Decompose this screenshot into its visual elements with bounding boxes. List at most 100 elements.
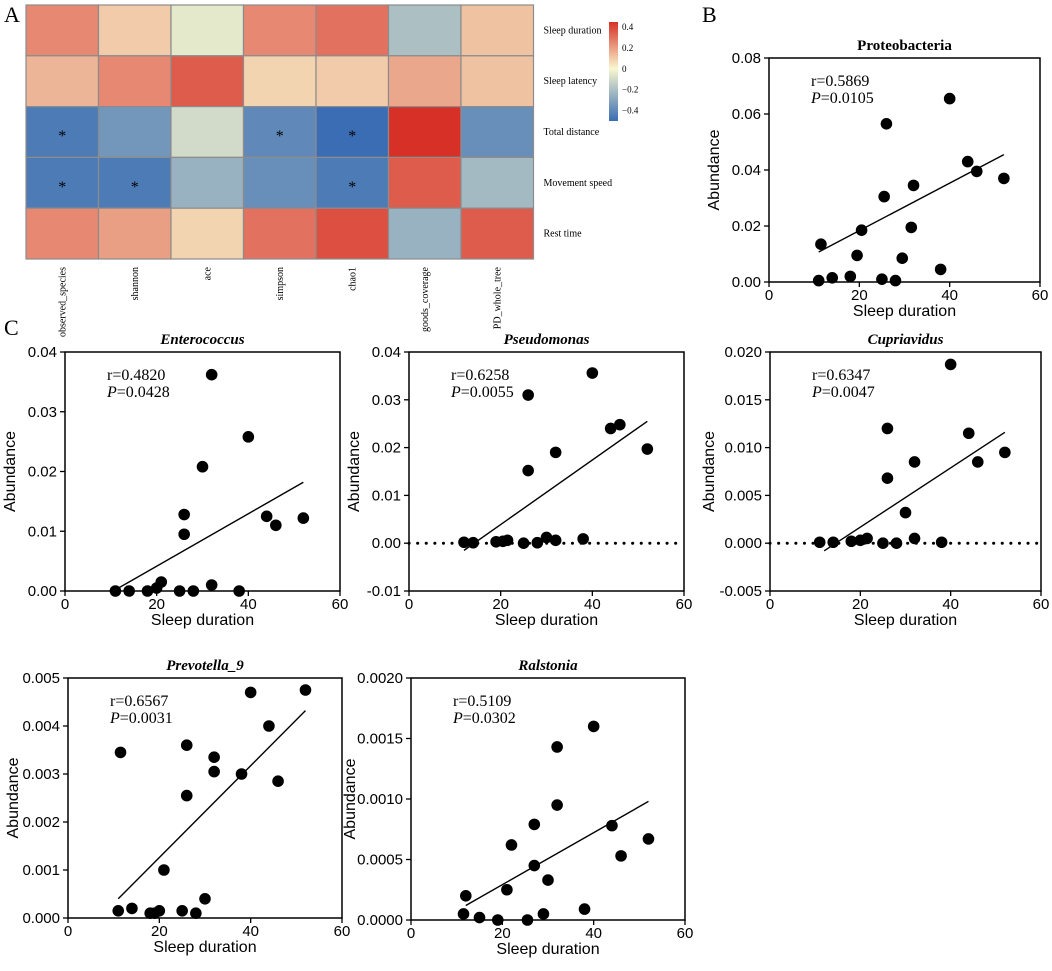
heatmap-cell (460, 207, 535, 260)
data-point (473, 911, 486, 924)
heatmap-row-label-sleep-duration: Sleep duration (544, 25, 602, 36)
panel-letter-c: C (4, 315, 19, 340)
data-point (531, 536, 544, 549)
data-point (522, 464, 534, 477)
data-point (178, 508, 190, 521)
heatmap-cell (315, 156, 390, 209)
y-axis-label: Abundance (342, 758, 359, 839)
x-axis-label: Sleep duration (496, 941, 599, 958)
y-tick-label: 0.02 (732, 218, 761, 235)
data-point (826, 272, 839, 284)
data-point (813, 536, 826, 549)
heatmap-cell (460, 55, 535, 108)
colorbar-tick-label: 0.2 (622, 43, 633, 53)
significance-marker: * (348, 128, 356, 145)
data-point (178, 528, 190, 541)
x-tick-label: 60 (334, 923, 351, 940)
heatmap-row-label-rest-time: Rest time (544, 229, 583, 240)
data-point (944, 358, 957, 371)
x-tick-label: 60 (1032, 287, 1049, 304)
data-point (457, 908, 470, 920)
data-point (615, 850, 627, 862)
correlation-r-value: r=0.6347 (812, 367, 870, 384)
data-point (540, 531, 553, 544)
data-point (880, 118, 893, 130)
heatmap-cell (315, 4, 390, 57)
y-tick-label: 0.0020 (357, 670, 403, 687)
data-point (537, 908, 550, 920)
x-tick-label: 60 (676, 596, 693, 613)
x-tick-label: 20 (148, 596, 165, 613)
x-tick-label: 60 (1033, 596, 1050, 613)
x-tick-label: 40 (240, 596, 257, 613)
heatmap-cell (25, 55, 100, 108)
colorbar (609, 22, 618, 121)
p-symbol: P (106, 384, 117, 401)
y-tick-label: 0.004 (22, 718, 60, 735)
y-tick-label: 0.0010 (357, 791, 403, 808)
heatmap-cell (97, 207, 172, 260)
data-point (899, 506, 912, 519)
significance-marker: * (58, 179, 66, 196)
heatmap-cell (170, 105, 245, 158)
p-number: =0.0047 (822, 384, 875, 401)
correlation-r-value: r=0.4820 (107, 367, 165, 384)
x-tick-label: 20 (494, 925, 511, 942)
data-point (299, 684, 312, 696)
data-point (244, 686, 257, 699)
correlation-p-value: P=0.0428 (106, 384, 170, 401)
data-point (528, 859, 541, 872)
plot-frame (769, 351, 1042, 592)
x-tick-label: 0 (64, 923, 72, 940)
data-point (528, 818, 541, 831)
y-tick-label: 0.00 (372, 535, 401, 552)
x-tick-label: 40 (941, 287, 958, 304)
heatmap-cell (25, 105, 100, 158)
y-tick-label: 0.02 (28, 464, 57, 481)
p-number: =0.0428 (117, 384, 170, 401)
y-tick-label: 0.02 (372, 440, 401, 457)
x-tick-label: 40 (584, 596, 601, 613)
data-point (896, 252, 909, 264)
y-tick-label: 0.0015 (357, 731, 403, 748)
p-number: =0.0302 (463, 710, 516, 727)
colorbar-tick-label: −0.2 (622, 85, 638, 95)
data-point (126, 902, 138, 915)
p-number: =0.0105 (821, 90, 874, 107)
x-tick-label: 20 (851, 287, 868, 304)
y-tick-label: 0.03 (28, 404, 57, 421)
data-point (577, 533, 589, 545)
y-axis-label: Abundance (346, 431, 363, 512)
significance-marker: * (348, 179, 356, 196)
data-point (501, 534, 514, 547)
correlation-r-value: r=0.6258 (451, 367, 509, 384)
heatmap-col-label-observed-species: observed_species (57, 267, 68, 337)
data-point (158, 864, 170, 876)
scatter-prevotella-9: 0 20 40 60 0.000 0.001 0.002 0.003 0.004 0.005 Sle… (5, 658, 350, 956)
p-symbol: P (810, 90, 821, 107)
data-point (641, 443, 654, 455)
correlation-p-value: P=0.0047 (811, 384, 875, 401)
scatter-cupriavidus: 0 20 40 60 -0.005 0.000 0.005 0.010 0.015 0.020 Sl… (701, 332, 1049, 629)
heatmap-col-label-chao1: chao1 (347, 267, 358, 291)
correlation-r-value: r=0.6567 (110, 693, 168, 710)
data-point (199, 893, 211, 905)
heatmap-row-label-total-distance: Total distance (544, 127, 600, 138)
data-point (155, 576, 168, 588)
data-point (141, 585, 154, 597)
data-point (604, 422, 617, 435)
data-point (907, 179, 920, 192)
data-point (551, 799, 563, 811)
y-tick-label: 0.01 (28, 523, 57, 540)
heatmap-cell (97, 105, 172, 158)
x-axis-label: Sleep duration (495, 612, 598, 629)
data-point (242, 431, 255, 443)
y-tick-label: 0.04 (28, 344, 57, 361)
chart-title: Cupriavidus (868, 332, 944, 348)
data-point (827, 536, 840, 549)
x-tick-label: 40 (585, 925, 602, 942)
y-tick-label: 0.00 (732, 274, 761, 291)
heatmap-cell (242, 4, 317, 57)
data-point (614, 418, 626, 431)
heatmap-cell (97, 55, 172, 108)
